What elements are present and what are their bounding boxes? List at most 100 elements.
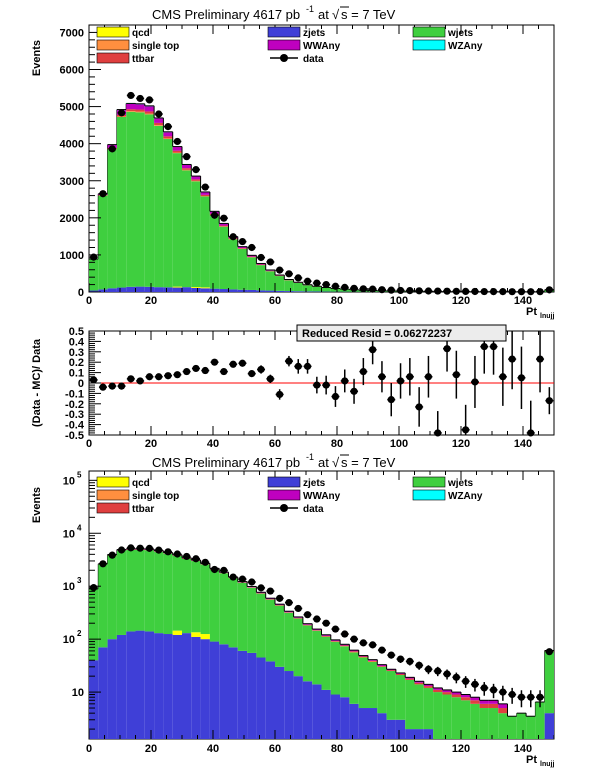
bar-ttbar (414, 682, 424, 685)
data-point (276, 594, 284, 602)
bar-wjets (265, 599, 275, 662)
data-point (313, 615, 321, 623)
data-point (350, 284, 358, 292)
bar-wjets (98, 195, 108, 290)
bar-wwany (451, 692, 461, 695)
bar-zjets (126, 286, 136, 292)
bar-ttbar (470, 700, 480, 704)
bar-ttbar (488, 703, 499, 709)
residual-point (303, 362, 312, 370)
data-point (489, 686, 498, 694)
bottom-xlabel: Pt (526, 754, 537, 766)
bar-wjets (144, 114, 155, 287)
bar-wwany (461, 694, 471, 698)
x-tick-label: 100 (390, 438, 408, 450)
data-point (517, 693, 526, 701)
bar-wwany (330, 640, 341, 642)
bar-wwany (144, 106, 155, 112)
bar-wjets (488, 708, 499, 739)
bar-wjets (433, 692, 443, 739)
bar-zjets (237, 289, 248, 292)
data-point (183, 153, 191, 161)
legend-swatch (412, 26, 446, 38)
bar-wjets (358, 657, 368, 709)
data-point (155, 546, 163, 554)
x-tick-label: 0 (86, 295, 92, 307)
bar-wwany (172, 146, 182, 151)
x-tick-label: 60 (269, 295, 281, 307)
bar-zjets (219, 289, 229, 292)
data-point (387, 651, 395, 659)
legend-label: qcd (132, 478, 150, 489)
y-tick-label: -0.2 (65, 399, 84, 411)
residual-point (434, 429, 442, 437)
y-tick-exponent: 5 (77, 470, 82, 479)
bottom-data-points (89, 544, 554, 708)
bar-wjets (89, 589, 99, 661)
residual-point (266, 375, 274, 383)
data-point (108, 551, 116, 559)
data-point (201, 558, 209, 566)
residual-point (99, 383, 107, 391)
data-point (462, 677, 470, 685)
y-tick-label: -0.5 (65, 430, 84, 442)
bar-ttbar (321, 635, 331, 637)
legend-swatch (96, 489, 130, 501)
y-tick-label: 0.4 (69, 336, 85, 348)
data-point (369, 641, 377, 649)
bar-wwany (219, 223, 229, 226)
bar-wjets (265, 271, 275, 291)
bottom-title: CMS Preliminary 4617 pb (152, 455, 300, 470)
bar-wjets (321, 287, 331, 292)
residual-point (164, 372, 172, 380)
legend-swatch (267, 39, 301, 51)
top-ylabel: Events (31, 40, 43, 76)
bar-single-top (154, 125, 164, 126)
residual-point (192, 364, 200, 373)
bar-wwany (470, 697, 480, 701)
bar-wjets (284, 612, 294, 672)
data-point (322, 280, 330, 289)
legend-swatch (267, 26, 301, 38)
bar-ttbar (386, 670, 396, 672)
bar-zjets (200, 639, 210, 739)
bar-zjets (414, 729, 424, 739)
bar-wjets (209, 569, 220, 642)
bar-zjets (302, 681, 313, 739)
data-point (99, 190, 107, 198)
data-point (108, 145, 116, 153)
x-tick-label: 40 (207, 438, 219, 450)
legend-label: ttbar (132, 504, 154, 515)
bar-zjets (321, 689, 331, 739)
x-tick-label: 120 (452, 438, 470, 450)
top-title: CMS Preliminary 4617 pb (152, 7, 300, 22)
top-xlabel-sub: lnujj (540, 313, 554, 320)
bar-wwany (256, 263, 266, 265)
bar-zjets (209, 288, 220, 292)
data-point (173, 550, 181, 558)
bar-wjets (312, 286, 322, 292)
data-point (145, 96, 154, 104)
bar-wjets (312, 630, 322, 685)
residual-point (350, 387, 358, 395)
residual-point (508, 355, 516, 363)
bar-single-top (116, 116, 127, 117)
bar-wjets (451, 697, 461, 739)
bar-wwany (135, 104, 145, 110)
bar-single-top (126, 111, 136, 112)
bar-wjets (116, 550, 127, 635)
residual-point (248, 370, 256, 378)
bottom-ylabel: Events (31, 487, 43, 523)
bar-wwany (237, 246, 248, 249)
data-point (359, 285, 367, 293)
x-tick-label: 0 (86, 743, 92, 755)
residual-point (322, 381, 330, 389)
legend-swatch (412, 489, 446, 501)
y-tick-label: 0 (78, 378, 84, 390)
y-tick-label: 2000 (60, 213, 84, 225)
x-tick-label: 80 (331, 743, 343, 755)
bar-wjets (107, 555, 117, 640)
residual-point (499, 373, 507, 381)
bar-ttbar (405, 678, 415, 680)
bar-single-top (144, 113, 155, 115)
